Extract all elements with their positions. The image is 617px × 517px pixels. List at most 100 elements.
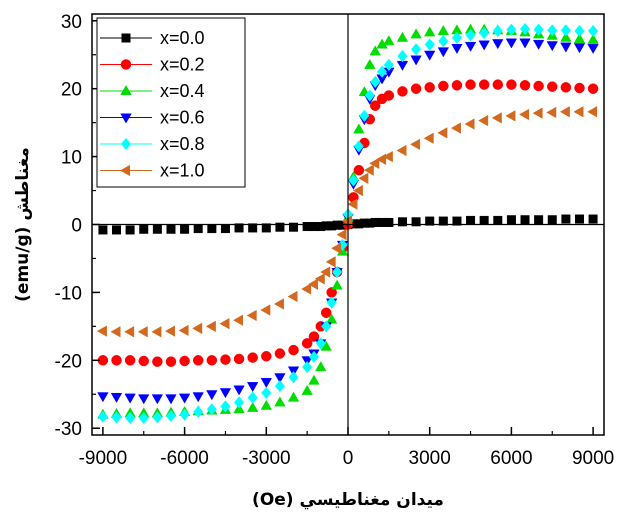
- data-point: [178, 393, 191, 404]
- data-point: [559, 106, 570, 118]
- legend-marker: [120, 113, 132, 124]
- data-point: [192, 322, 203, 335]
- data-point: [111, 355, 122, 366]
- data-point: [220, 354, 231, 365]
- data-point: [331, 279, 343, 290]
- data-point: [219, 388, 232, 399]
- data-point: [192, 355, 204, 366]
- data-point: [260, 304, 271, 316]
- data-point: [370, 75, 381, 89]
- data-point: [137, 326, 148, 338]
- data-point: [166, 224, 176, 234]
- data-point: [97, 410, 108, 423]
- data-point: [288, 371, 299, 384]
- data-point: [396, 60, 409, 71]
- data-point: [315, 337, 326, 350]
- data-point: [560, 24, 571, 37]
- data-point: [547, 215, 557, 225]
- data-point: [193, 405, 204, 419]
- data-point: [451, 43, 463, 54]
- data-point: [376, 65, 388, 78]
- data-point: [382, 150, 393, 163]
- legend-marker: [120, 137, 132, 151]
- data-point: [233, 314, 244, 326]
- data-point: [247, 401, 259, 412]
- data-point: [248, 223, 258, 233]
- x-tick-label: 9000: [572, 448, 614, 469]
- data-point: [152, 356, 163, 367]
- data-point: [519, 38, 531, 49]
- data-point: [546, 106, 557, 119]
- data-point: [207, 224, 217, 234]
- data-point: [287, 391, 300, 402]
- x-tick-label: 6000: [490, 448, 532, 469]
- data-point: [588, 214, 598, 224]
- x-tick-label: 0: [343, 448, 354, 469]
- data-point: [233, 353, 245, 365]
- data-point: [301, 283, 312, 295]
- data-point: [424, 82, 435, 93]
- data-point: [326, 296, 337, 309]
- data-point: [492, 79, 504, 90]
- data-point: [301, 338, 313, 349]
- data-point: [353, 123, 365, 134]
- data-point: [506, 215, 516, 225]
- data-point: [97, 392, 109, 403]
- data-point: [506, 23, 517, 36]
- data-point: [307, 278, 318, 290]
- data-point: [438, 216, 448, 226]
- data-point: [464, 118, 475, 130]
- data-point: [478, 79, 490, 90]
- data-point: [359, 109, 370, 122]
- data-point: [219, 317, 230, 330]
- data-point: [587, 83, 599, 94]
- data-point: [274, 396, 286, 407]
- data-point: [491, 112, 502, 124]
- data-point: [397, 49, 408, 63]
- data-point: [205, 320, 216, 333]
- data-point: [560, 31, 572, 42]
- y-tick-label: -10: [55, 283, 82, 304]
- data-point: [206, 390, 218, 401]
- data-point: [308, 331, 320, 342]
- data-point: [110, 392, 123, 403]
- data-point: [247, 352, 258, 363]
- data-point: [287, 290, 298, 303]
- y-tick-label: -20: [55, 351, 82, 372]
- y-tick-label: 20: [61, 80, 82, 101]
- data-point: [336, 229, 347, 241]
- data-point: [547, 24, 558, 37]
- data-point: [364, 89, 375, 102]
- data-point: [587, 106, 598, 118]
- data-point: [180, 224, 190, 234]
- data-point: [560, 82, 572, 93]
- data-point: [320, 266, 331, 278]
- legend: x=0.0 x=0.2 x=0.4 x=0.6 x=0.8 x=1.0: [96, 17, 246, 188]
- data-point: [233, 396, 245, 409]
- data-point: [450, 122, 461, 134]
- data-point: [520, 215, 530, 225]
- data-point: [425, 216, 435, 226]
- x-tick-label: -3000: [242, 448, 291, 469]
- data-point: [179, 355, 190, 367]
- data-point: [437, 47, 449, 58]
- legend-marker: [120, 59, 132, 70]
- data-point: [138, 394, 150, 405]
- data-point: [274, 379, 285, 393]
- data-point: [246, 309, 257, 322]
- legend-label: x=0.6: [160, 108, 205, 128]
- data-point: [233, 385, 245, 396]
- data-point: [247, 391, 258, 404]
- data-point: [534, 215, 544, 225]
- data-point: [260, 399, 272, 410]
- data-point: [289, 222, 299, 232]
- data-point: [220, 400, 231, 413]
- data-point: [533, 80, 544, 92]
- series-x=1.0: [96, 106, 598, 338]
- data-point: [152, 224, 162, 234]
- data-point: [410, 55, 422, 66]
- legend-marker: [119, 164, 130, 177]
- data-point: [206, 403, 217, 416]
- data-point: [261, 223, 271, 233]
